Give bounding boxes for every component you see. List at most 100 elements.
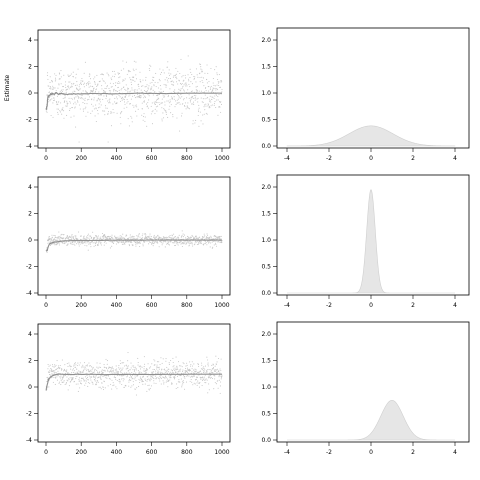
trace-point xyxy=(208,368,210,371)
trace-point xyxy=(96,74,98,77)
trace-point xyxy=(164,368,166,370)
density-1-y-tick-label: 1.0 xyxy=(261,90,271,97)
trace-point xyxy=(102,80,104,82)
trace-point xyxy=(165,113,167,115)
trace-point xyxy=(176,102,178,104)
trace-point xyxy=(60,241,62,243)
trace-point xyxy=(87,234,89,236)
trace-point xyxy=(184,376,186,378)
trace-point xyxy=(220,103,223,106)
trace-point xyxy=(144,95,146,97)
trace-point xyxy=(128,381,130,383)
trace-1-frame xyxy=(37,29,231,149)
trace-point xyxy=(221,91,223,93)
trace-point xyxy=(58,238,60,240)
trace-point xyxy=(203,371,205,373)
trace-point xyxy=(150,113,152,115)
trace-point xyxy=(89,382,91,384)
trace-point xyxy=(177,237,180,239)
trace-point xyxy=(135,242,137,244)
trace-1-x-tick-label: 600 xyxy=(146,155,158,162)
trace-point xyxy=(180,94,182,96)
trace-point xyxy=(93,375,95,377)
trace-point xyxy=(121,99,123,101)
trace-point xyxy=(131,117,133,119)
trace-point xyxy=(118,380,120,382)
trace-point xyxy=(48,365,50,367)
trace-point xyxy=(195,235,197,237)
trace-point xyxy=(132,95,134,97)
trace-point xyxy=(133,60,135,62)
trace-point xyxy=(202,377,204,379)
trace-point xyxy=(122,380,124,382)
trace-point xyxy=(219,235,221,237)
trace-point xyxy=(185,243,187,245)
trace-point xyxy=(70,365,72,367)
trace-point xyxy=(178,96,180,98)
trace-point xyxy=(150,105,152,107)
trace-point xyxy=(107,369,109,371)
trace-point xyxy=(201,377,203,379)
trace-point xyxy=(214,87,216,90)
trace-point xyxy=(110,90,112,92)
trace-point xyxy=(98,242,100,244)
trace-point xyxy=(169,105,171,107)
trace-point xyxy=(86,238,88,240)
trace-point xyxy=(147,376,149,378)
trace-point xyxy=(182,362,184,364)
trace-point xyxy=(161,368,163,370)
trace-point xyxy=(75,378,77,380)
trace-point xyxy=(122,79,124,81)
trace-point xyxy=(81,365,83,367)
trace-point xyxy=(78,364,80,366)
trace-point xyxy=(204,374,206,376)
trace-1-x-tick-label: 200 xyxy=(75,155,87,162)
trace-point xyxy=(219,86,221,88)
trace-point xyxy=(128,241,130,243)
trace-point xyxy=(207,236,209,238)
trace-point xyxy=(186,374,188,377)
trace-point xyxy=(80,80,82,82)
trace-point xyxy=(125,89,127,91)
trace-point xyxy=(59,376,61,378)
trace-point xyxy=(97,97,99,99)
trace-point xyxy=(206,236,208,239)
trace-point xyxy=(167,116,169,119)
trace-point xyxy=(67,365,69,368)
trace-point xyxy=(202,236,204,238)
trace-point xyxy=(119,241,121,243)
trace-point xyxy=(122,60,124,62)
trace-point xyxy=(72,243,74,245)
trace-point xyxy=(200,368,202,370)
trace-point xyxy=(52,381,54,383)
trace-point xyxy=(163,117,165,119)
trace-point xyxy=(80,241,82,243)
trace-point xyxy=(92,90,94,92)
trace-point xyxy=(83,362,86,364)
trace-point xyxy=(218,101,221,103)
trace-point xyxy=(110,111,112,113)
trace-point xyxy=(151,371,153,373)
trace-point xyxy=(217,387,219,389)
trace-point xyxy=(173,236,175,238)
trace-point xyxy=(203,85,205,87)
trace-point xyxy=(152,79,154,81)
trace-point xyxy=(206,356,208,358)
trace-point xyxy=(59,381,61,383)
trace-point xyxy=(116,112,118,114)
trace-point xyxy=(164,79,166,81)
trace-point xyxy=(179,103,181,105)
density-panel-1: -4 -2 0 2 40.00.51.01.52.0 xyxy=(261,27,470,162)
trace-point xyxy=(77,238,79,240)
trace-point xyxy=(69,364,71,366)
trace-3-x-tick-label: 1000 xyxy=(214,449,229,456)
trace-point xyxy=(56,108,58,110)
trace-point xyxy=(121,235,123,237)
trace-point xyxy=(204,87,207,89)
trace-point xyxy=(80,82,82,84)
trace-point xyxy=(70,368,72,370)
trace-point xyxy=(208,375,210,377)
trace-point xyxy=(66,371,68,373)
trace-point xyxy=(192,101,195,103)
trace-point xyxy=(149,64,151,66)
